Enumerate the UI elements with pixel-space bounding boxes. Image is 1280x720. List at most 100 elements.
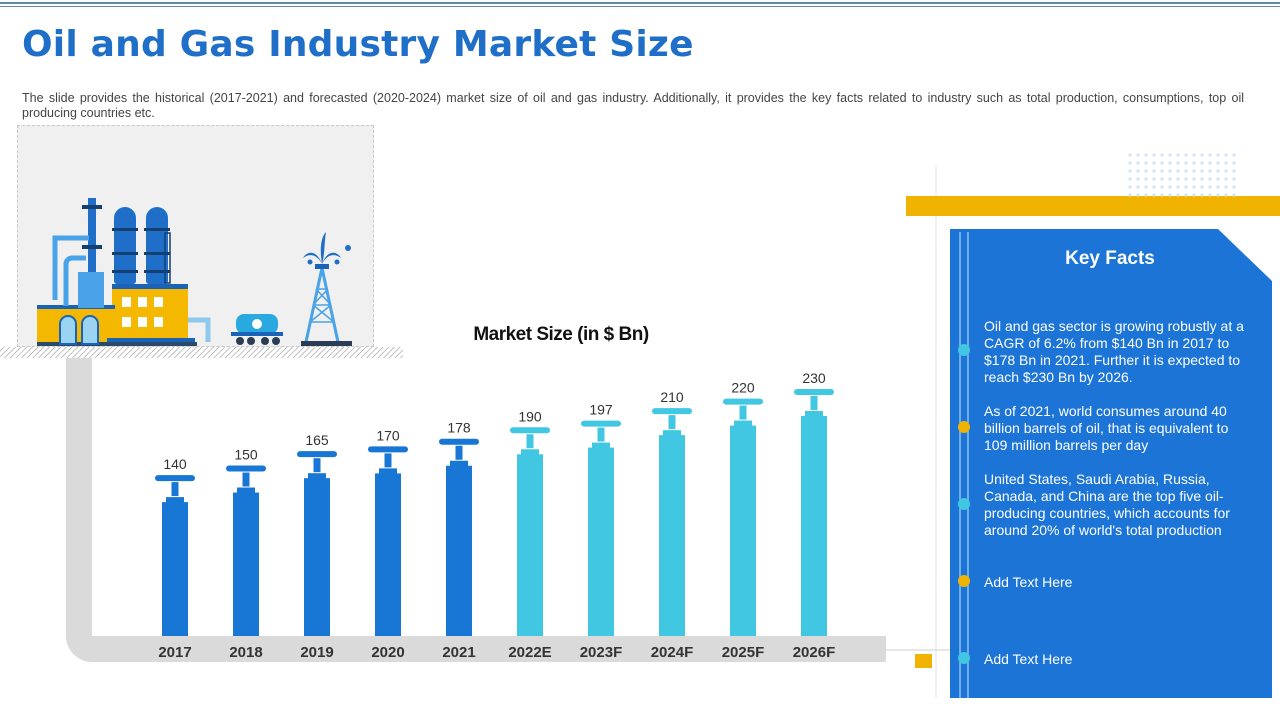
bar-neck — [237, 487, 255, 494]
bar-neck — [663, 430, 681, 437]
decor-dot — [1192, 185, 1196, 189]
decor-dot — [1160, 185, 1164, 189]
decor-dot — [1176, 185, 1180, 189]
data-label: 150 — [234, 447, 258, 463]
decor-dot — [1144, 161, 1148, 165]
decor-dot — [1152, 153, 1156, 157]
decor-dot — [1136, 193, 1140, 197]
data-label: 170 — [376, 427, 400, 443]
decor-dot — [1128, 177, 1132, 181]
key-fact-2: As of 2021, world consumes around 40 bil… — [984, 403, 1229, 453]
bar — [659, 435, 685, 636]
bar-neck — [521, 449, 539, 456]
decor-dot — [1152, 185, 1156, 189]
x-tick-label: 2023F — [580, 644, 623, 661]
accent-square — [915, 654, 932, 668]
decor-dot — [1136, 161, 1140, 165]
x-tick-label: 2017 — [158, 644, 191, 661]
x-tick-label: 2024F — [651, 644, 694, 661]
decor-dot — [1160, 193, 1164, 197]
bar-neck — [308, 473, 326, 480]
data-label: 220 — [731, 380, 755, 396]
bar-cap — [155, 475, 195, 482]
timeline-dot — [958, 498, 970, 510]
timeline-dot — [958, 652, 970, 664]
decor-dot — [1184, 153, 1188, 157]
bar-stem — [597, 427, 605, 442]
bar — [588, 447, 614, 636]
bar-stem — [739, 405, 747, 420]
bar-stem — [171, 482, 179, 497]
decor-dot — [1136, 169, 1140, 173]
decor-dot — [1216, 177, 1220, 181]
decor-dot — [1160, 161, 1164, 165]
x-tick-label: 2021 — [442, 644, 475, 661]
bar-neck — [379, 468, 397, 475]
decor-dot — [1176, 161, 1180, 165]
decor-dot — [1128, 161, 1132, 165]
bar-neck — [805, 411, 823, 417]
decor-dot — [1184, 185, 1188, 189]
data-label: 197 — [589, 402, 613, 418]
decor-dot — [1200, 193, 1204, 197]
decor-dot — [1216, 193, 1220, 197]
decor-dot — [1136, 185, 1140, 189]
decor-dot — [1224, 185, 1228, 189]
bar-neck — [450, 460, 468, 467]
ground-hatch — [0, 347, 403, 358]
decor-dot — [1192, 169, 1196, 173]
key-fact-3: United States, Saudi Arabia, Russia, Can… — [984, 471, 1230, 538]
bar — [730, 425, 756, 636]
decor-dot — [1168, 185, 1172, 189]
bar — [375, 473, 401, 636]
bar-stem — [668, 415, 676, 430]
bar-neck — [166, 497, 184, 504]
decor-dot — [1200, 161, 1204, 165]
decor-dot — [1224, 177, 1228, 181]
accent-bar — [906, 196, 1280, 216]
decor-dot — [1128, 153, 1132, 157]
decor-dot — [1208, 193, 1212, 197]
decor-dot — [1144, 177, 1148, 181]
oil-rig-icon — [301, 232, 352, 346]
decor-dot — [1168, 153, 1172, 157]
page-subtitle: The slide provides the historical (2017-… — [22, 91, 1244, 120]
decor-dot — [1152, 161, 1156, 165]
decor-dot — [1224, 153, 1228, 157]
bar — [304, 478, 330, 636]
bar-stem — [526, 434, 534, 449]
key-fact-4: Add Text Here — [984, 574, 1073, 590]
decor-dot — [1184, 169, 1188, 173]
bar-cap — [652, 408, 692, 415]
decor-dot — [1200, 153, 1204, 157]
timeline-dot — [958, 575, 970, 587]
x-tick-label: 2018 — [229, 644, 262, 661]
decor-dot — [1216, 161, 1220, 165]
bar-neck — [734, 420, 752, 427]
decor-dot — [1144, 169, 1148, 173]
oil-tanker-icon — [231, 314, 283, 345]
x-tick-label: 2020 — [371, 644, 404, 661]
decor-dot — [1168, 161, 1172, 165]
bar-cap — [297, 451, 337, 458]
decor-dot — [1160, 177, 1164, 181]
decor-dot — [1136, 153, 1140, 157]
key-fact-1: Oil and gas sector is growing robustly a… — [984, 318, 1244, 385]
bar — [801, 416, 827, 636]
data-label: 190 — [518, 408, 542, 424]
decor-dot — [1192, 193, 1196, 197]
decor-dot — [1192, 161, 1196, 165]
top-rule-thin — [0, 6, 1280, 7]
bar-stem — [455, 445, 463, 460]
decor-dot — [1232, 177, 1236, 181]
decor-dot — [1208, 185, 1212, 189]
key-fact-5: Add Text Here — [984, 651, 1073, 667]
decor-dot — [1168, 177, 1172, 181]
bar-stem — [384, 453, 392, 468]
decor-dot — [1152, 177, 1156, 181]
bar-stem — [810, 396, 818, 410]
bar — [446, 465, 472, 636]
bar-neck — [592, 442, 610, 449]
